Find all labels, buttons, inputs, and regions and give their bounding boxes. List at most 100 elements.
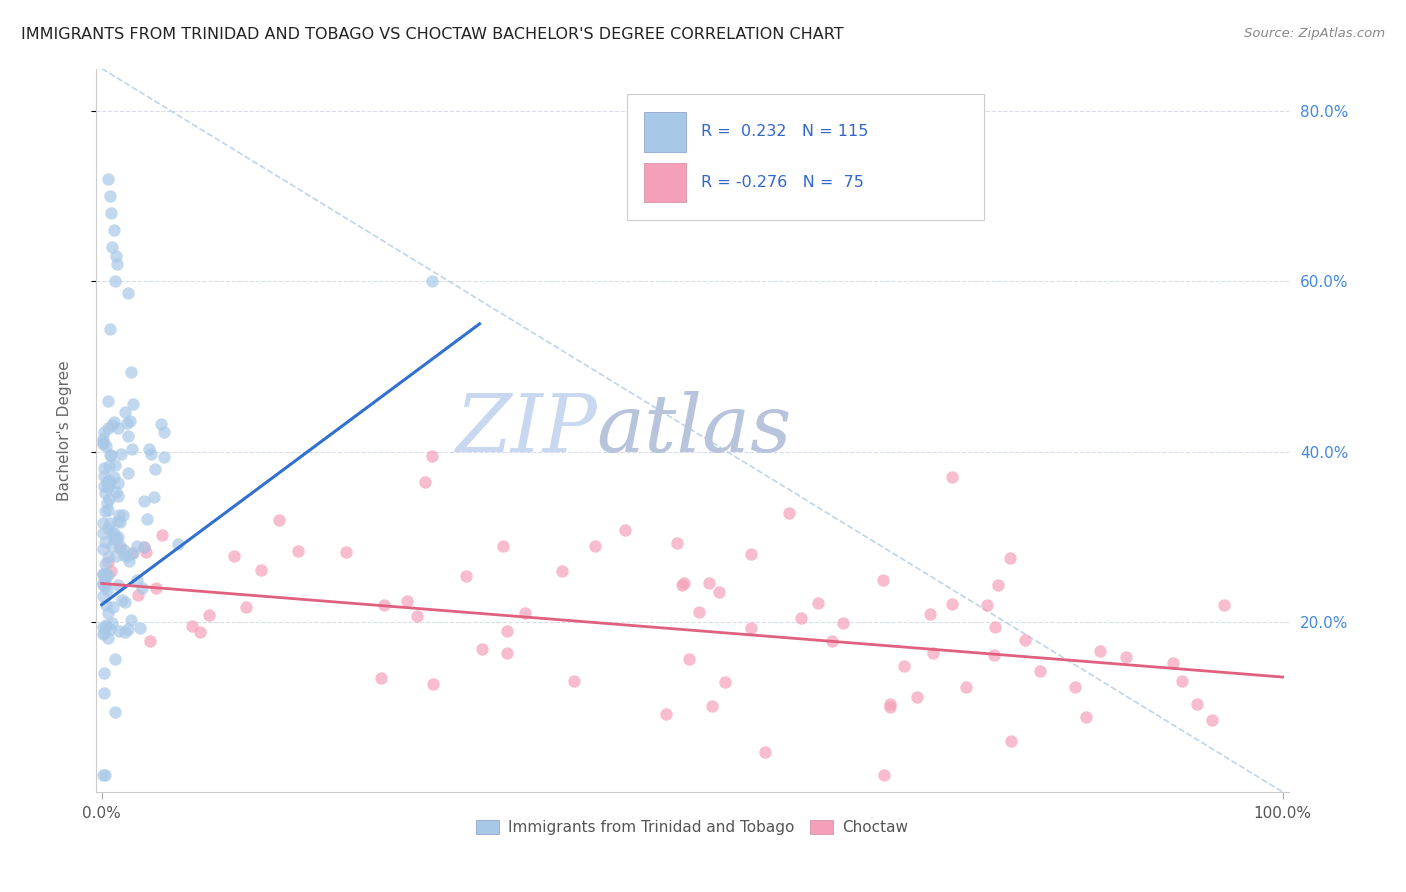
Point [101,417,124,432]
Point [941,597,963,611]
Text: IMMIGRANTS FROM TRINIDAD AND TOBAGO VS CHOCTAW BACHELOR'S DEGREE CORRELATION CHA: IMMIGRANTS FROM TRINIDAD AND TOBAGO VS C… [21,27,844,42]
Point [97,480,120,494]
Point [893,658,915,673]
Point [665,536,688,550]
Point [513,606,536,620]
Point [107,489,129,503]
Point [131,582,153,596]
Point [396,593,419,607]
Legend: Immigrants from Trinidad and Tobago, Choctaw: Immigrants from Trinidad and Tobago, Cho… [477,820,908,835]
Point [250,563,273,577]
Point [120,613,142,627]
Point [91,541,114,556]
Point [97,632,120,646]
Point [152,425,174,439]
Point [108,515,131,529]
Point [143,462,166,476]
Point [1161,656,1184,670]
Point [104,549,127,564]
Point [100,206,122,220]
Point [222,549,245,564]
Point [922,646,945,660]
Point [112,543,135,558]
Point [1063,680,1085,694]
Point [108,541,131,555]
Point [120,414,142,428]
Point [673,576,696,591]
FancyBboxPatch shape [627,94,984,220]
FancyBboxPatch shape [644,162,686,202]
Point [1076,709,1098,723]
Point [1029,664,1052,678]
Point [984,620,1007,634]
Point [287,543,309,558]
Text: atlas: atlas [596,392,792,469]
Point [998,551,1021,566]
Point [97,458,120,473]
Point [100,539,122,553]
Point [108,508,131,522]
Point [108,539,131,553]
Point [1171,674,1194,689]
Point [422,677,444,691]
Point [112,548,135,562]
Point [471,642,494,657]
Point [1014,632,1036,647]
Point [987,578,1010,592]
Point [94,599,117,613]
FancyBboxPatch shape [644,112,686,152]
Point [697,576,720,591]
Text: Source: ZipAtlas.com: Source: ZipAtlas.com [1244,27,1385,40]
Point [115,549,138,563]
Point [107,476,129,491]
Point [91,567,114,582]
Point [94,566,117,581]
Point [413,475,436,489]
Point [406,609,429,624]
Point [422,449,444,463]
Point [104,274,127,288]
Point [495,624,517,638]
Point [269,513,291,527]
Point [94,535,117,549]
Point [111,592,134,607]
Point [96,496,118,510]
Point [97,503,120,517]
Point [101,600,124,615]
Point [100,448,122,462]
Point [103,415,125,429]
Point [104,249,127,263]
Point [551,564,574,578]
Point [112,508,135,523]
Point [91,516,114,531]
Point [98,322,121,336]
Point [1115,649,1137,664]
Point [94,574,117,588]
Point [97,491,120,506]
Point [98,623,121,637]
Point [127,540,149,554]
Point [91,768,114,782]
Point [97,521,120,535]
Point [905,690,928,705]
Point [180,619,202,633]
Point [688,606,710,620]
Point [832,615,855,630]
Point [335,545,357,559]
Point [370,671,392,685]
Point [117,285,139,300]
Point [1000,733,1022,747]
Point [141,447,163,461]
Point [976,598,998,612]
Point [790,610,813,624]
Point [107,420,129,434]
Point [150,527,173,541]
Point [91,589,114,603]
Point [101,526,124,541]
Point [678,652,700,666]
Point [122,546,145,560]
Point [152,450,174,465]
Point [94,768,117,782]
Point [97,420,120,434]
Text: R = -0.276   N =  75: R = -0.276 N = 75 [700,175,863,190]
